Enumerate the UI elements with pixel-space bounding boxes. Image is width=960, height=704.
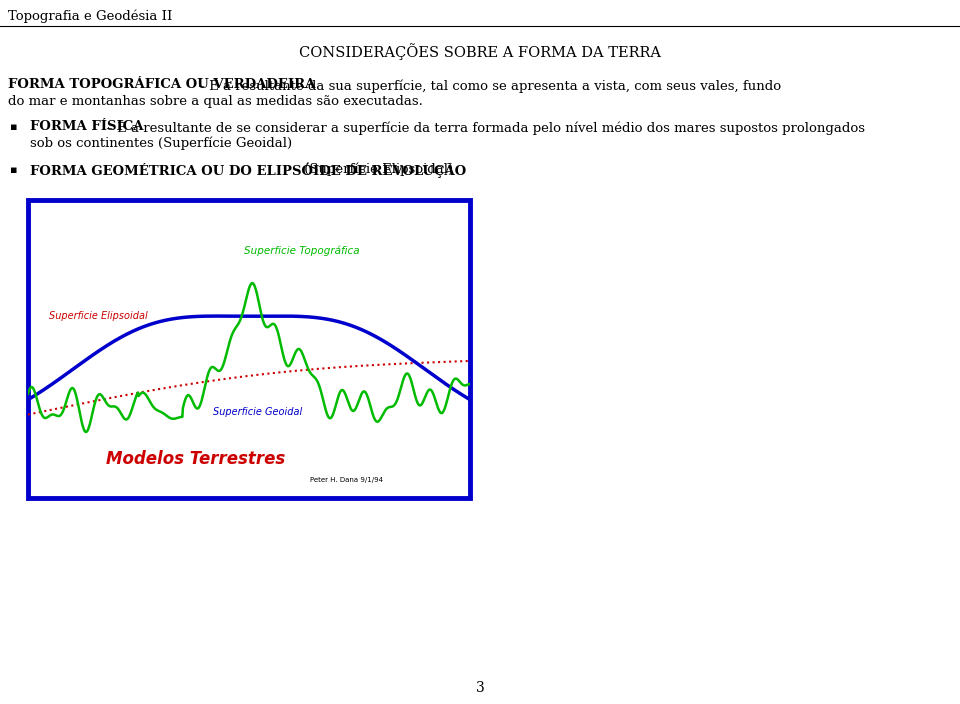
Text: CONSIDERAÇÕES SOBRE A FORMA DA TERRA: CONSIDERAÇÕES SOBRE A FORMA DA TERRA: [299, 44, 661, 61]
Text: – É a resultante da sua superfície, tal como se apresenta a vista, com seus vale: – É a resultante da sua superfície, tal …: [194, 78, 781, 93]
Text: FORMA TOPOGRÁFICA OU VERDADEIRA: FORMA TOPOGRÁFICA OU VERDADEIRA: [8, 78, 316, 91]
Text: Topografia e Geodésia II: Topografia e Geodésia II: [8, 9, 173, 23]
Text: FORMA GEOMÉTRICA OU DO ELIPSÓIDE DE REVOLUÇÃO: FORMA GEOMÉTRICA OU DO ELIPSÓIDE DE REVO…: [30, 163, 467, 179]
Text: sob os continentes (Superfície Geoidal): sob os continentes (Superfície Geoidal): [30, 137, 292, 151]
Text: 3: 3: [475, 681, 485, 695]
Text: – É a resultante de se considerar a superfície da terra formada pelo nível médio: – É a resultante de se considerar a supe…: [102, 120, 865, 135]
Text: (Superfície Elipsoidal): (Superfície Elipsoidal): [300, 163, 453, 177]
Bar: [28, 200, 470, 498]
Text: ▪: ▪: [10, 165, 17, 175]
Text: FORMA FÍSICA: FORMA FÍSICA: [30, 120, 143, 133]
Text: do mar e montanhas sobre a qual as medidas são executadas.: do mar e montanhas sobre a qual as medid…: [8, 95, 422, 108]
Text: ▪: ▪: [10, 122, 17, 132]
